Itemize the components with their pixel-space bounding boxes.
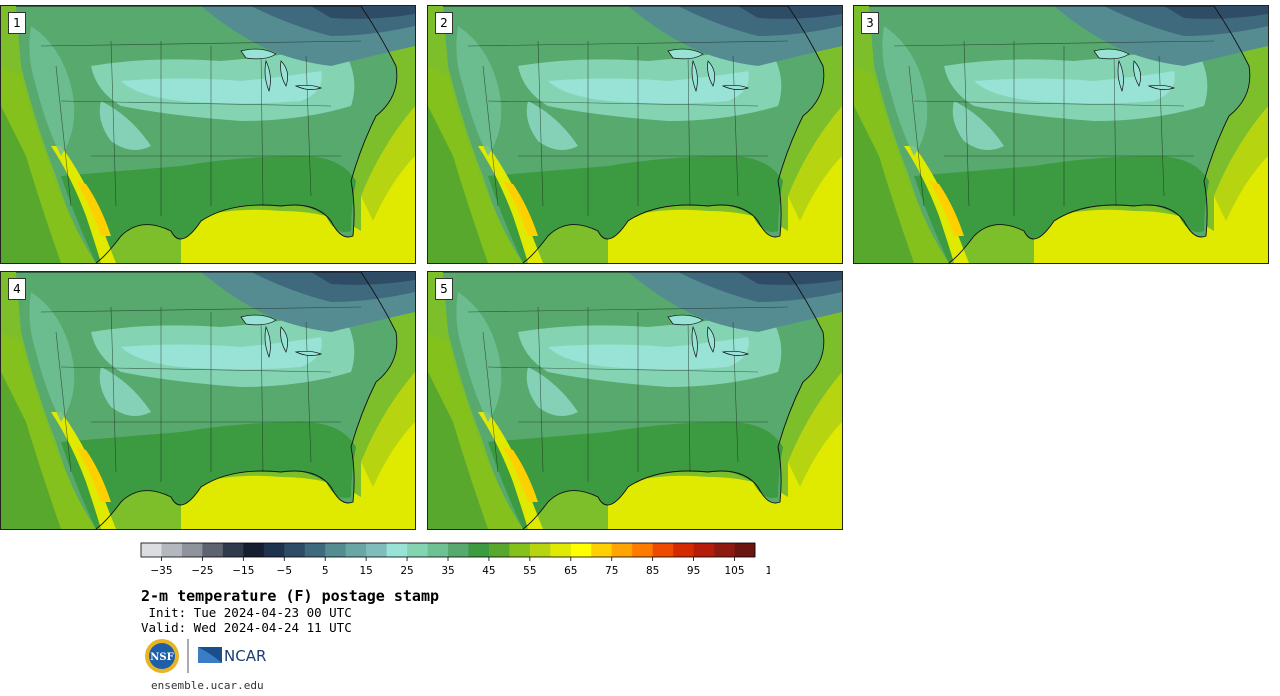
colorbar-swatch bbox=[345, 543, 367, 557]
colorbar-swatch bbox=[202, 543, 224, 557]
colorbar-swatch bbox=[427, 543, 449, 557]
colorbar-swatch bbox=[714, 543, 735, 557]
temperature-colorbar: −35 −25 −15 −5 5 15 25 35 45 55 65 75 85 95 105 115 bbox=[140, 542, 770, 577]
stamp-number-label: 5 bbox=[435, 278, 453, 300]
map-image bbox=[1, 6, 415, 263]
colorbar-tick-label: 25 bbox=[400, 565, 413, 577]
colorbar-swatch bbox=[263, 543, 285, 557]
colorbar-tick-label: 95 bbox=[687, 565, 700, 577]
colorbar-tick-label: 5 bbox=[322, 565, 329, 577]
colorbar-swatch bbox=[243, 543, 265, 557]
map-stamp-1: 1 bbox=[0, 5, 416, 264]
colorbar-tick-label: 75 bbox=[605, 565, 618, 577]
colorbar-swatch bbox=[407, 543, 428, 557]
colorbar-tick-label: 15 bbox=[359, 565, 372, 577]
map-image bbox=[1, 272, 415, 529]
colorbar-tick-label: −5 bbox=[277, 565, 292, 577]
colorbar-swatch bbox=[673, 543, 694, 557]
colorbar-tick-label: 55 bbox=[523, 565, 536, 577]
map-stamp-2: 2 bbox=[427, 5, 843, 264]
caption-title: 2-m temperature (F) postage stamp bbox=[141, 587, 440, 605]
colorbar-swatch bbox=[181, 543, 203, 557]
ncar-logo-text: NCAR bbox=[224, 647, 266, 665]
colorbar-swatch bbox=[448, 543, 469, 557]
stamp-number-label: 1 bbox=[8, 12, 26, 34]
colorbar-tick-label: −25 bbox=[191, 565, 213, 577]
footer-url: ensemble.ucar.edu bbox=[151, 679, 264, 692]
sponsor-logos: NSF NCAR bbox=[144, 637, 274, 675]
colorbar-swatch bbox=[570, 543, 592, 557]
colorbar-swatch bbox=[632, 543, 653, 557]
caption-valid: Valid: Wed 2024-04-24 11 UTC bbox=[141, 620, 352, 635]
colorbar-tick-label: 85 bbox=[646, 565, 659, 577]
colorbar-tick-label: 105 bbox=[725, 565, 745, 577]
caption-init: Init: Tue 2024-04-23 00 UTC bbox=[141, 605, 352, 620]
colorbar-tick-label: 115 bbox=[765, 565, 770, 577]
map-image bbox=[428, 6, 842, 263]
colorbar-swatch bbox=[652, 543, 674, 557]
map-stamp-4: 4 bbox=[0, 271, 416, 530]
nsf-logo: NSF bbox=[145, 639, 179, 673]
colorbar-swatch bbox=[488, 543, 510, 557]
ncar-logo: NCAR bbox=[198, 647, 266, 665]
colorbar-swatch bbox=[366, 543, 387, 557]
colorbar-swatch bbox=[693, 543, 715, 557]
colorbar-tick-label: −35 bbox=[150, 565, 172, 577]
stamp-number-label: 3 bbox=[861, 12, 879, 34]
map-stamp-3: 3 bbox=[853, 5, 1269, 264]
colorbar-swatch bbox=[591, 543, 613, 557]
nsf-logo-text: NSF bbox=[150, 652, 173, 663]
colorbar-swatch bbox=[611, 543, 633, 557]
colorbar-swatch bbox=[386, 543, 408, 557]
colorbar-swatch bbox=[734, 543, 756, 557]
map-image bbox=[428, 272, 842, 529]
colorbar-swatch bbox=[509, 543, 531, 557]
colorbar-swatch bbox=[284, 543, 306, 557]
colorbar-swatch bbox=[222, 543, 244, 557]
colorbar-swatch bbox=[550, 543, 572, 557]
colorbar-swatch bbox=[529, 543, 551, 557]
stamp-number-label: 2 bbox=[435, 12, 453, 34]
colorbar-swatch bbox=[304, 543, 326, 557]
colorbar-tick-label: −15 bbox=[232, 565, 254, 577]
stamp-number-label: 4 bbox=[8, 278, 26, 300]
colorbar-tick-label: 45 bbox=[482, 565, 495, 577]
colorbar-tick-label: 35 bbox=[441, 565, 454, 577]
map-image bbox=[854, 6, 1268, 263]
colorbar-tick-label: 65 bbox=[564, 565, 577, 577]
colorbar-swatch bbox=[161, 543, 183, 557]
colorbar-swatch bbox=[325, 543, 346, 557]
colorbar-swatch bbox=[468, 543, 490, 557]
map-stamp-5: 5 bbox=[427, 271, 843, 530]
colorbar-swatch bbox=[141, 543, 162, 557]
